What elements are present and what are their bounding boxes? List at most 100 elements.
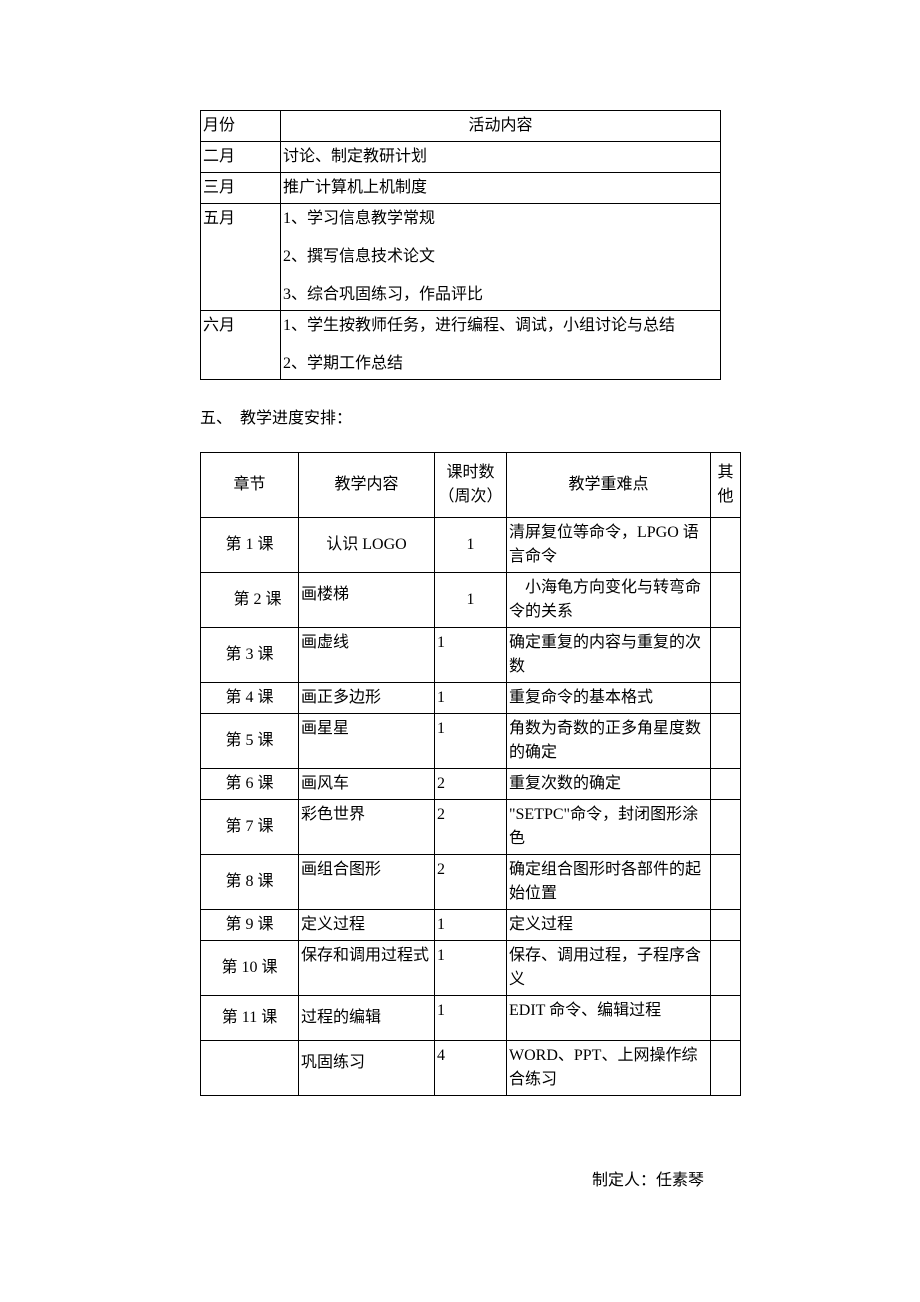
table-row: 五月1、学习信息教学常规2、撰写信息技术论文3、综合巩固练习，作品评比 xyxy=(201,204,721,311)
table-row: 第 11 课过程的编辑1EDIT 命令、编辑过程 xyxy=(201,996,741,1041)
activity-cell: 讨论、制定教研计划 xyxy=(281,142,721,173)
header-content: 教学内容 xyxy=(299,453,435,518)
activity-cell: 1、学生按教师任务，进行编程、调试，小组讨论与总结 2、学期工作总结 xyxy=(281,311,721,380)
other-cell xyxy=(711,714,741,769)
activity-line: 3、综合巩固练习，作品评比 xyxy=(283,283,718,307)
focus-cell: 重复次数的确定 xyxy=(507,769,711,800)
content-cell: 认识 LOGO xyxy=(299,518,435,573)
content-cell: 画组合图形 xyxy=(299,855,435,910)
table-row: 第 4 课画正多边形1重复命令的基本格式 xyxy=(201,683,741,714)
table-row: 第 9 课定义过程1定义过程 xyxy=(201,910,741,941)
header-hours: 课时数（周次） xyxy=(435,453,507,518)
focus-cell: WORD、PPT、上网操作综合练习 xyxy=(507,1041,711,1096)
other-cell xyxy=(711,628,741,683)
other-cell xyxy=(711,996,741,1041)
table-row: 第 3 课画虚线1确定重复的内容与重复的次数 xyxy=(201,628,741,683)
focus-cell: 确定重复的内容与重复的次数 xyxy=(507,628,711,683)
table-row: 六月1、学生按教师任务，进行编程、调试，小组讨论与总结 2、学期工作总结 xyxy=(201,311,721,380)
table-row: 第 6 课画风车2重复次数的确定 xyxy=(201,769,741,800)
activity-line: 1、学生按教师任务，进行编程、调试，小组讨论与总结 xyxy=(283,314,718,338)
other-cell xyxy=(711,910,741,941)
table-header-row: 月份 活动内容 xyxy=(201,111,721,142)
header-other: 其他 xyxy=(711,453,741,518)
chapter-cell: 第 3 课 xyxy=(201,628,299,683)
header-chapter: 章节 xyxy=(201,453,299,518)
hours-cell: 1 xyxy=(435,518,507,573)
focus-cell: 重复命令的基本格式 xyxy=(507,683,711,714)
header-activity: 活动内容 xyxy=(281,111,721,142)
hours-cell: 4 xyxy=(435,1041,507,1096)
section-heading: 五、 教学进度安排： xyxy=(200,404,740,428)
focus-cell: "SETPC"命令，封闭图形涂色 xyxy=(507,800,711,855)
hours-cell: 2 xyxy=(435,855,507,910)
focus-cell: 确定组合图形时各部件的起始位置 xyxy=(507,855,711,910)
focus-cell: 清屏复位等命令，LPGO 语言命令 xyxy=(507,518,711,573)
table-row: 三月推广计算机上机制度 xyxy=(201,173,721,204)
table-row: 第 10 课保存和调用过程式1保存、调用过程，子程序含义 xyxy=(201,941,741,996)
content-cell: 画正多边形 xyxy=(299,683,435,714)
month-cell: 五月 xyxy=(201,204,281,311)
chapter-cell: 第 7 课 xyxy=(201,800,299,855)
focus-cell: 小海龟方向变化与转弯命令的关系 xyxy=(507,573,711,628)
focus-cell: 定义过程 xyxy=(507,910,711,941)
focus-cell: 保存、调用过程，子程序含义 xyxy=(507,941,711,996)
table-row: 第 5 课画星星1角数为奇数的正多角星度数的确定 xyxy=(201,714,741,769)
hours-cell: 1 xyxy=(435,573,507,628)
table-row: 巩固练习4WORD、PPT、上网操作综合练习 xyxy=(201,1041,741,1096)
focus-cell: 角数为奇数的正多角星度数的确定 xyxy=(507,714,711,769)
content-cell: 画虚线 xyxy=(299,628,435,683)
table-row: 第 8 课画组合图形2确定组合图形时各部件的起始位置 xyxy=(201,855,741,910)
activity-line: 1、学习信息教学常规 xyxy=(283,207,718,231)
chapter-cell: 第 10 课 xyxy=(201,941,299,996)
other-cell xyxy=(711,573,741,628)
hours-cell: 2 xyxy=(435,800,507,855)
activity-schedule-table: 月份 活动内容 二月讨论、制定教研计划三月推广计算机上机制度五月1、学习信息教学… xyxy=(200,110,721,380)
content-cell: 定义过程 xyxy=(299,910,435,941)
activity-cell: 1、学习信息教学常规2、撰写信息技术论文3、综合巩固练习，作品评比 xyxy=(281,204,721,311)
chapter-cell xyxy=(201,1041,299,1096)
chapter-cell: 第 1 课 xyxy=(201,518,299,573)
table-row: 第 7 课彩色世界2"SETPC"命令，封闭图形涂色 xyxy=(201,800,741,855)
hours-cell: 1 xyxy=(435,683,507,714)
table-row: 第 2 课画楼梯1 小海龟方向变化与转弯命令的关系 xyxy=(201,573,741,628)
table-row: 二月讨论、制定教研计划 xyxy=(201,142,721,173)
content-cell: 巩固练习 xyxy=(299,1041,435,1096)
table-row: 第 1 课认识 LOGO1清屏复位等命令，LPGO 语言命令 xyxy=(201,518,741,573)
content-cell: 画楼梯 xyxy=(299,573,435,628)
content-cell: 画星星 xyxy=(299,714,435,769)
teaching-table-body: 第 1 课认识 LOGO1清屏复位等命令，LPGO 语言命令第 2 课画楼梯1 … xyxy=(201,518,741,1096)
page-content: 月份 活动内容 二月讨论、制定教研计划三月推广计算机上机制度五月1、学习信息教学… xyxy=(200,110,740,1190)
author-line: 制定人：任素琴 xyxy=(200,1166,740,1190)
chapter-cell: 第 4 课 xyxy=(201,683,299,714)
month-cell: 三月 xyxy=(201,173,281,204)
chapter-cell: 第 6 课 xyxy=(201,769,299,800)
content-cell: 彩色世界 xyxy=(299,800,435,855)
header-focus: 教学重难点 xyxy=(507,453,711,518)
other-cell xyxy=(711,1041,741,1096)
hours-cell: 1 xyxy=(435,941,507,996)
focus-cell: EDIT 命令、编辑过程 xyxy=(507,996,711,1041)
hours-cell: 1 xyxy=(435,714,507,769)
month-cell: 六月 xyxy=(201,311,281,380)
chapter-cell: 第 2 课 xyxy=(201,573,299,628)
content-cell: 保存和调用过程式 xyxy=(299,941,435,996)
hours-cell: 1 xyxy=(435,996,507,1041)
hours-cell: 2 xyxy=(435,769,507,800)
content-cell: 画风车 xyxy=(299,769,435,800)
other-cell xyxy=(711,683,741,714)
activity-cell: 推广计算机上机制度 xyxy=(281,173,721,204)
chapter-cell: 第 8 课 xyxy=(201,855,299,910)
table-header-row: 章节 教学内容 课时数（周次） 教学重难点 其他 xyxy=(201,453,741,518)
header-month: 月份 xyxy=(201,111,281,142)
hours-cell: 1 xyxy=(435,628,507,683)
chapter-cell: 第 9 课 xyxy=(201,910,299,941)
other-cell xyxy=(711,800,741,855)
other-cell xyxy=(711,855,741,910)
activity-line: 2、学期工作总结 xyxy=(283,352,718,376)
teaching-schedule-table: 章节 教学内容 课时数（周次） 教学重难点 其他 第 1 课认识 LOGO1清屏… xyxy=(200,452,741,1096)
chapter-cell: 第 5 课 xyxy=(201,714,299,769)
other-cell xyxy=(711,769,741,800)
other-cell xyxy=(711,941,741,996)
month-cell: 二月 xyxy=(201,142,281,173)
other-cell xyxy=(711,518,741,573)
